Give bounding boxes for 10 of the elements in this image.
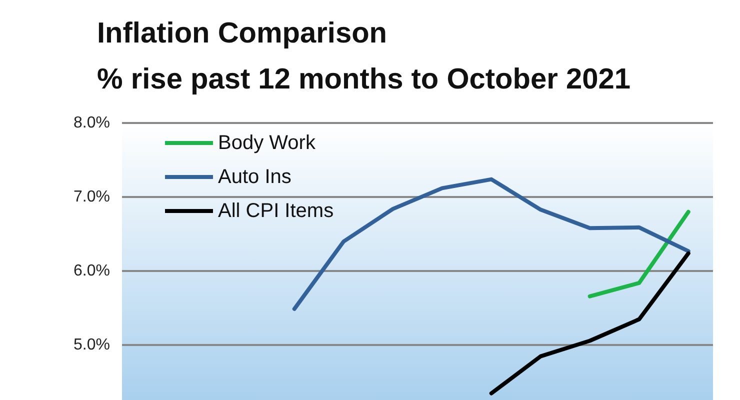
y-tick-label: 5.0% — [74, 336, 110, 354]
y-tick-label: 7.0% — [74, 188, 110, 206]
y-tick-label: 8.0% — [74, 114, 110, 132]
y-tick-label: 6.0% — [74, 262, 110, 280]
legend-label: Body Work — [218, 132, 316, 154]
chart-title: Inflation Comparison — [97, 18, 387, 50]
legend-label: Auto Ins — [218, 166, 292, 188]
line-series — [489, 251, 690, 396]
chart-subtitle: % rise past 12 months to October 2021 — [97, 64, 630, 96]
legend-label: All CPI Items — [218, 200, 334, 222]
